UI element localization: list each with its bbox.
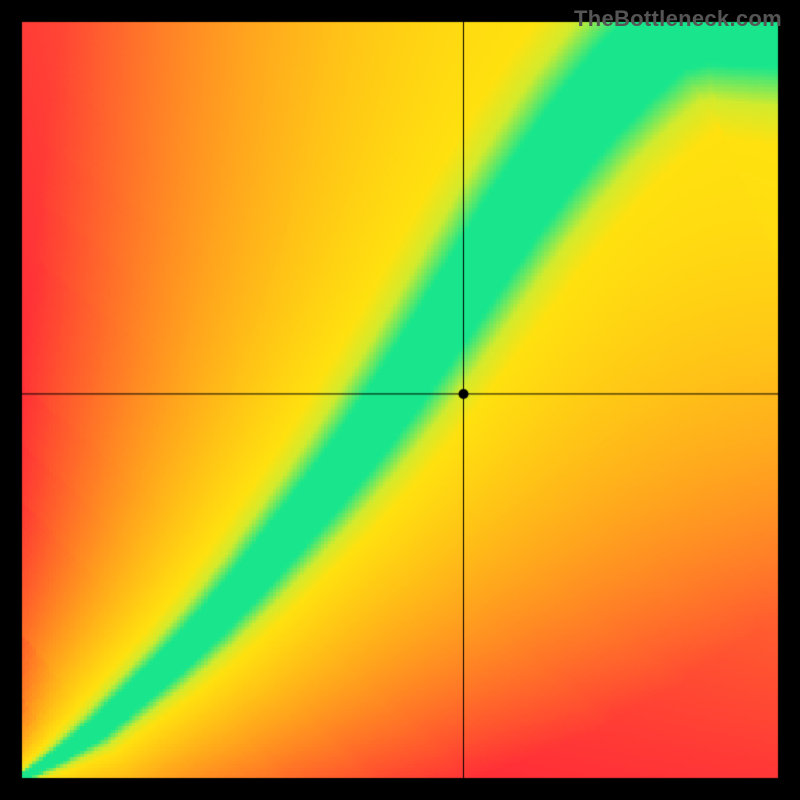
watermark-text: TheBottleneck.com xyxy=(574,6,782,32)
bottleneck-heatmap xyxy=(0,0,800,800)
chart-container: TheBottleneck.com xyxy=(0,0,800,800)
